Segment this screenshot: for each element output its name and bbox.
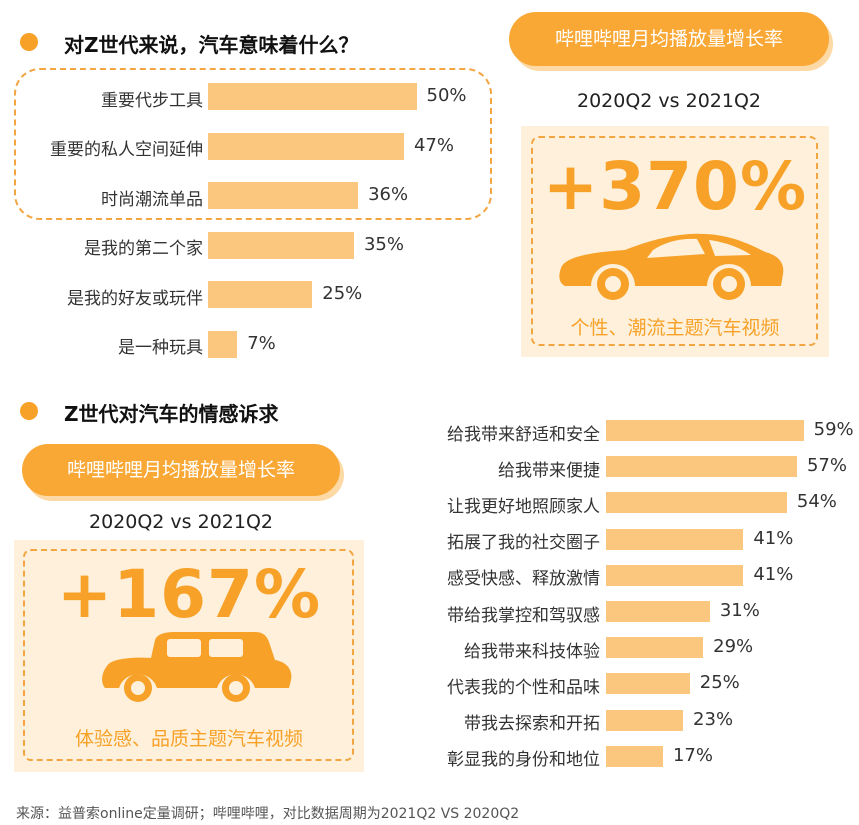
bar-value-label: 25% (322, 283, 363, 304)
highlight-outline (14, 68, 492, 220)
bar (606, 456, 797, 478)
chart2-title: Z世代对汽车的情感诉求 (64, 402, 279, 426)
bar (208, 281, 313, 308)
bar-value-label: 17% (672, 744, 713, 766)
bar (606, 745, 663, 767)
bar-value-label: 57% (806, 455, 847, 477)
bar-label: 感受快感、释放激情 (447, 569, 600, 590)
bar-label: 是我的好友或玩伴 (67, 288, 203, 309)
bar-label: 让我更好地照顾家人 (447, 496, 600, 517)
chart1-title: 对Z世代来说，汽车意味着什么？ (64, 33, 359, 57)
growth-value-top: +370% (542, 148, 808, 225)
bar-value-label: 36% (368, 184, 409, 205)
bar (208, 231, 354, 259)
caption-top: 个性、潮流主题汽车视频 (570, 317, 780, 339)
source-note: 来源：益普索online定量调研；哔哩哔哩，对比数据周期为2021Q2 VS 2… (16, 806, 520, 822)
section-bullet-2 (20, 402, 38, 420)
bar-value-label: 41% (753, 563, 794, 585)
bar-value-label: 31% (719, 600, 760, 621)
bar (208, 182, 359, 209)
bar-label: 给我带来便捷 (498, 460, 600, 481)
bar (606, 492, 787, 514)
bar (208, 83, 417, 110)
growth-pill-bottom: 哔哩哔哩月均播放量增长率 (22, 444, 340, 496)
caption-bottom: 体验感、品质主题汽车视频 (74, 728, 303, 750)
bar-label: 带我去探索和开拓 (464, 714, 600, 735)
bar-label: 代表我的个性和品味 (447, 677, 600, 698)
bar-label: 给我带来科技体验 (464, 641, 600, 662)
bar-value-label: 41% (753, 527, 794, 549)
bar-label: 重要代步工具 (101, 90, 203, 111)
bar-label: 时尚潮流单品 (101, 189, 203, 210)
bar (208, 132, 404, 160)
bar (208, 330, 238, 358)
bar-value-label: 25% (699, 672, 740, 694)
bar-label: 带给我掌控和驾驭感 (447, 605, 600, 626)
bar-value-label: 50% (426, 85, 467, 106)
sports-car-icon (559, 233, 784, 300)
section-bullet-1 (20, 33, 38, 51)
bar-label: 是我的第二个家 (84, 239, 203, 259)
bar-label: 重要的私人空间延伸 (50, 140, 203, 160)
bar (606, 601, 710, 622)
bar-label: 彰显我的身份和地位 (447, 750, 600, 771)
bar (606, 420, 804, 441)
bar (606, 528, 744, 550)
bar-value-label: 29% (713, 636, 754, 658)
period-bottom: 2020Q2 vs 2021Q2 (88, 511, 274, 533)
period-top: 2020Q2 vs 2021Q2 (576, 90, 762, 112)
bar-label: 给我带来舒适和安全 (447, 424, 600, 445)
bar-value-label: 54% (796, 491, 837, 513)
bar (606, 637, 704, 659)
bar-value-label: 7% (247, 332, 276, 354)
bar (606, 673, 690, 695)
bar-label: 拓展了我的社交圈子 (447, 533, 600, 554)
bar-value-label: 47% (413, 134, 454, 156)
bar-value-label: 59% (813, 419, 854, 440)
bar (606, 564, 744, 586)
bar-value-label: 23% (693, 708, 734, 730)
vintage-car-icon (102, 632, 292, 702)
growth-pill-top: 哔哩哔哩月均播放量增长率 (509, 12, 829, 66)
bar-label: 是一种玩具 (118, 338, 203, 358)
bar-value-label: 35% (363, 233, 404, 255)
growth-value-bottom: +167% (56, 556, 322, 633)
bar (606, 709, 684, 731)
